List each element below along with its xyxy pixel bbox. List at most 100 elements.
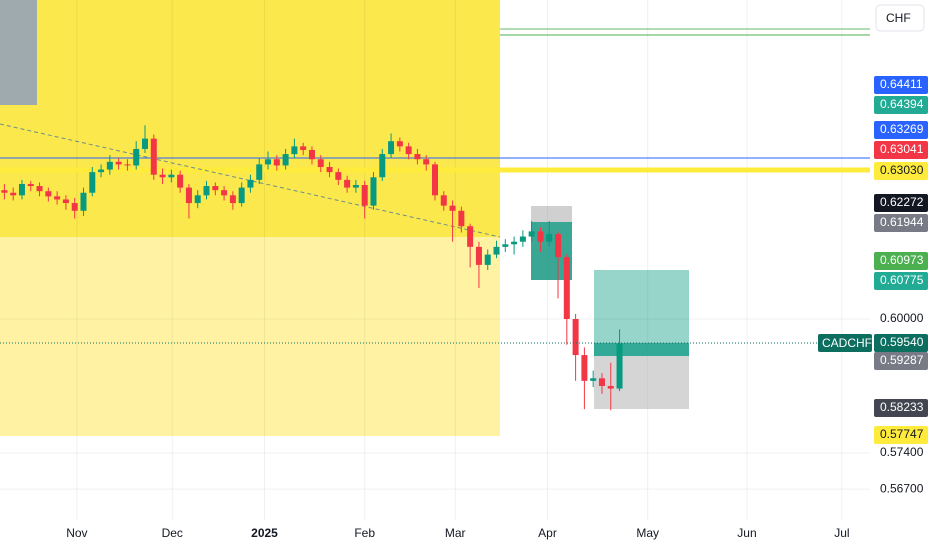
stop-zone: [594, 356, 689, 409]
candle-body: [440, 195, 447, 206]
candle-body: [511, 241, 518, 245]
candle-body: [168, 174, 175, 178]
price-badge-label: 0.57747: [880, 427, 924, 441]
candle-body: [265, 159, 272, 165]
price-badge: [874, 334, 928, 352]
price-badge-label: 0.61944: [880, 215, 924, 229]
candle-body: [352, 185, 359, 188]
candle-body: [528, 231, 535, 237]
candle-body: [616, 343, 623, 389]
candle-body: [238, 187, 245, 204]
candle-body: [10, 192, 17, 196]
candle-body: [572, 319, 579, 356]
price-badge: [874, 272, 928, 290]
candle-body: [256, 164, 263, 180]
candle-body: [423, 159, 430, 165]
candle-body: [493, 246, 500, 255]
candle-body: [467, 226, 474, 247]
price-badge-label: 0.59540: [880, 335, 924, 349]
x-tick-label: Jun: [737, 526, 756, 540]
candle-body: [212, 186, 219, 191]
candle-body: [45, 191, 52, 197]
currency-button[interactable]: [875, 4, 925, 32]
x-tick-label: Jul: [834, 526, 849, 540]
candle-body: [502, 244, 509, 247]
candle-body: [229, 195, 236, 204]
entry-band: [594, 343, 689, 356]
candle-body: [71, 203, 78, 211]
candle-body: [1, 190, 8, 193]
candle-body: [300, 146, 307, 150]
candle-body: [546, 233, 553, 242]
time-axis: [0, 520, 870, 550]
candle-body: [115, 161, 122, 165]
price-badge-label: 0.62272: [880, 195, 924, 209]
candle-body: [106, 161, 113, 170]
candle-body: [308, 149, 315, 160]
candle-body: [150, 138, 157, 175]
candle-body: [89, 172, 96, 193]
x-tick-label: Dec: [162, 526, 183, 540]
candle-body: [124, 164, 131, 166]
price-badge: [874, 141, 928, 159]
candle-body: [27, 183, 34, 187]
candle-body: [80, 192, 87, 211]
zone-gray: [0, 0, 37, 105]
candle-body: [590, 378, 597, 381]
candle-body: [405, 146, 412, 155]
candle-body: [282, 154, 289, 166]
symbol-label: CADCHF: [822, 336, 872, 350]
price-badge: [874, 121, 928, 139]
price-badge: [874, 352, 928, 370]
grid: [0, 0, 870, 520]
candle-body: [247, 179, 254, 188]
candle-body: [388, 141, 395, 155]
candle-body: [458, 210, 465, 227]
candle-body: [361, 185, 368, 206]
candle-body: [519, 236, 526, 242]
candle-body: [475, 246, 482, 265]
candle-body: [432, 164, 438, 196]
candle-body: [326, 166, 333, 173]
price-badge: [874, 76, 928, 94]
candle-body: [379, 154, 386, 178]
candle-body: [335, 172, 342, 180]
candle-body: [177, 174, 184, 188]
candle-body: [291, 146, 298, 155]
candle-body: [370, 177, 377, 206]
price-badge-label: 0.59287: [880, 353, 924, 367]
candle-body: [607, 386, 614, 389]
candle-body: [221, 190, 228, 196]
x-tick-label: 2025: [251, 526, 278, 540]
trend-line: [0, 123, 501, 238]
candle-body: [555, 233, 562, 258]
y-tick-label: 0.60000: [880, 311, 924, 325]
y-tick-label: 0.56700: [880, 481, 924, 495]
candle-body: [317, 159, 324, 167]
price-badge-label: 0.63030: [880, 163, 924, 177]
candle-body: [449, 205, 456, 211]
price-badge-label: 0.63041: [880, 142, 924, 156]
zone-lower: [0, 237, 500, 436]
price-badge-label: 0.63269: [880, 122, 924, 136]
axes: 0.60000 0.57400 0.56700 Nov Dec 2025 Feb Mar Apr…: [66, 76, 928, 540]
price-badge: [874, 252, 928, 270]
x-tick-label: May: [636, 526, 659, 540]
price-badge-label: 0.58233: [880, 400, 924, 414]
candle-body: [581, 355, 588, 381]
target-zone: [594, 270, 689, 356]
price-badge-label: 0.64394: [880, 97, 924, 111]
candle-body: [18, 183, 25, 196]
currency-label[interactable]: CHF: [886, 11, 911, 25]
candle-body: [537, 231, 544, 242]
x-tick-label: Feb: [354, 526, 375, 540]
symbol-badge: [818, 334, 872, 352]
candle-body: [344, 179, 351, 188]
candle-body: [194, 195, 201, 204]
price-badge: [874, 426, 928, 444]
price-badge-label: 0.60973: [880, 253, 924, 267]
y-tick-label: 0.57400: [880, 445, 924, 459]
price-badge: [874, 162, 928, 180]
candle-body: [598, 378, 605, 387]
candle-body: [36, 186, 43, 192]
